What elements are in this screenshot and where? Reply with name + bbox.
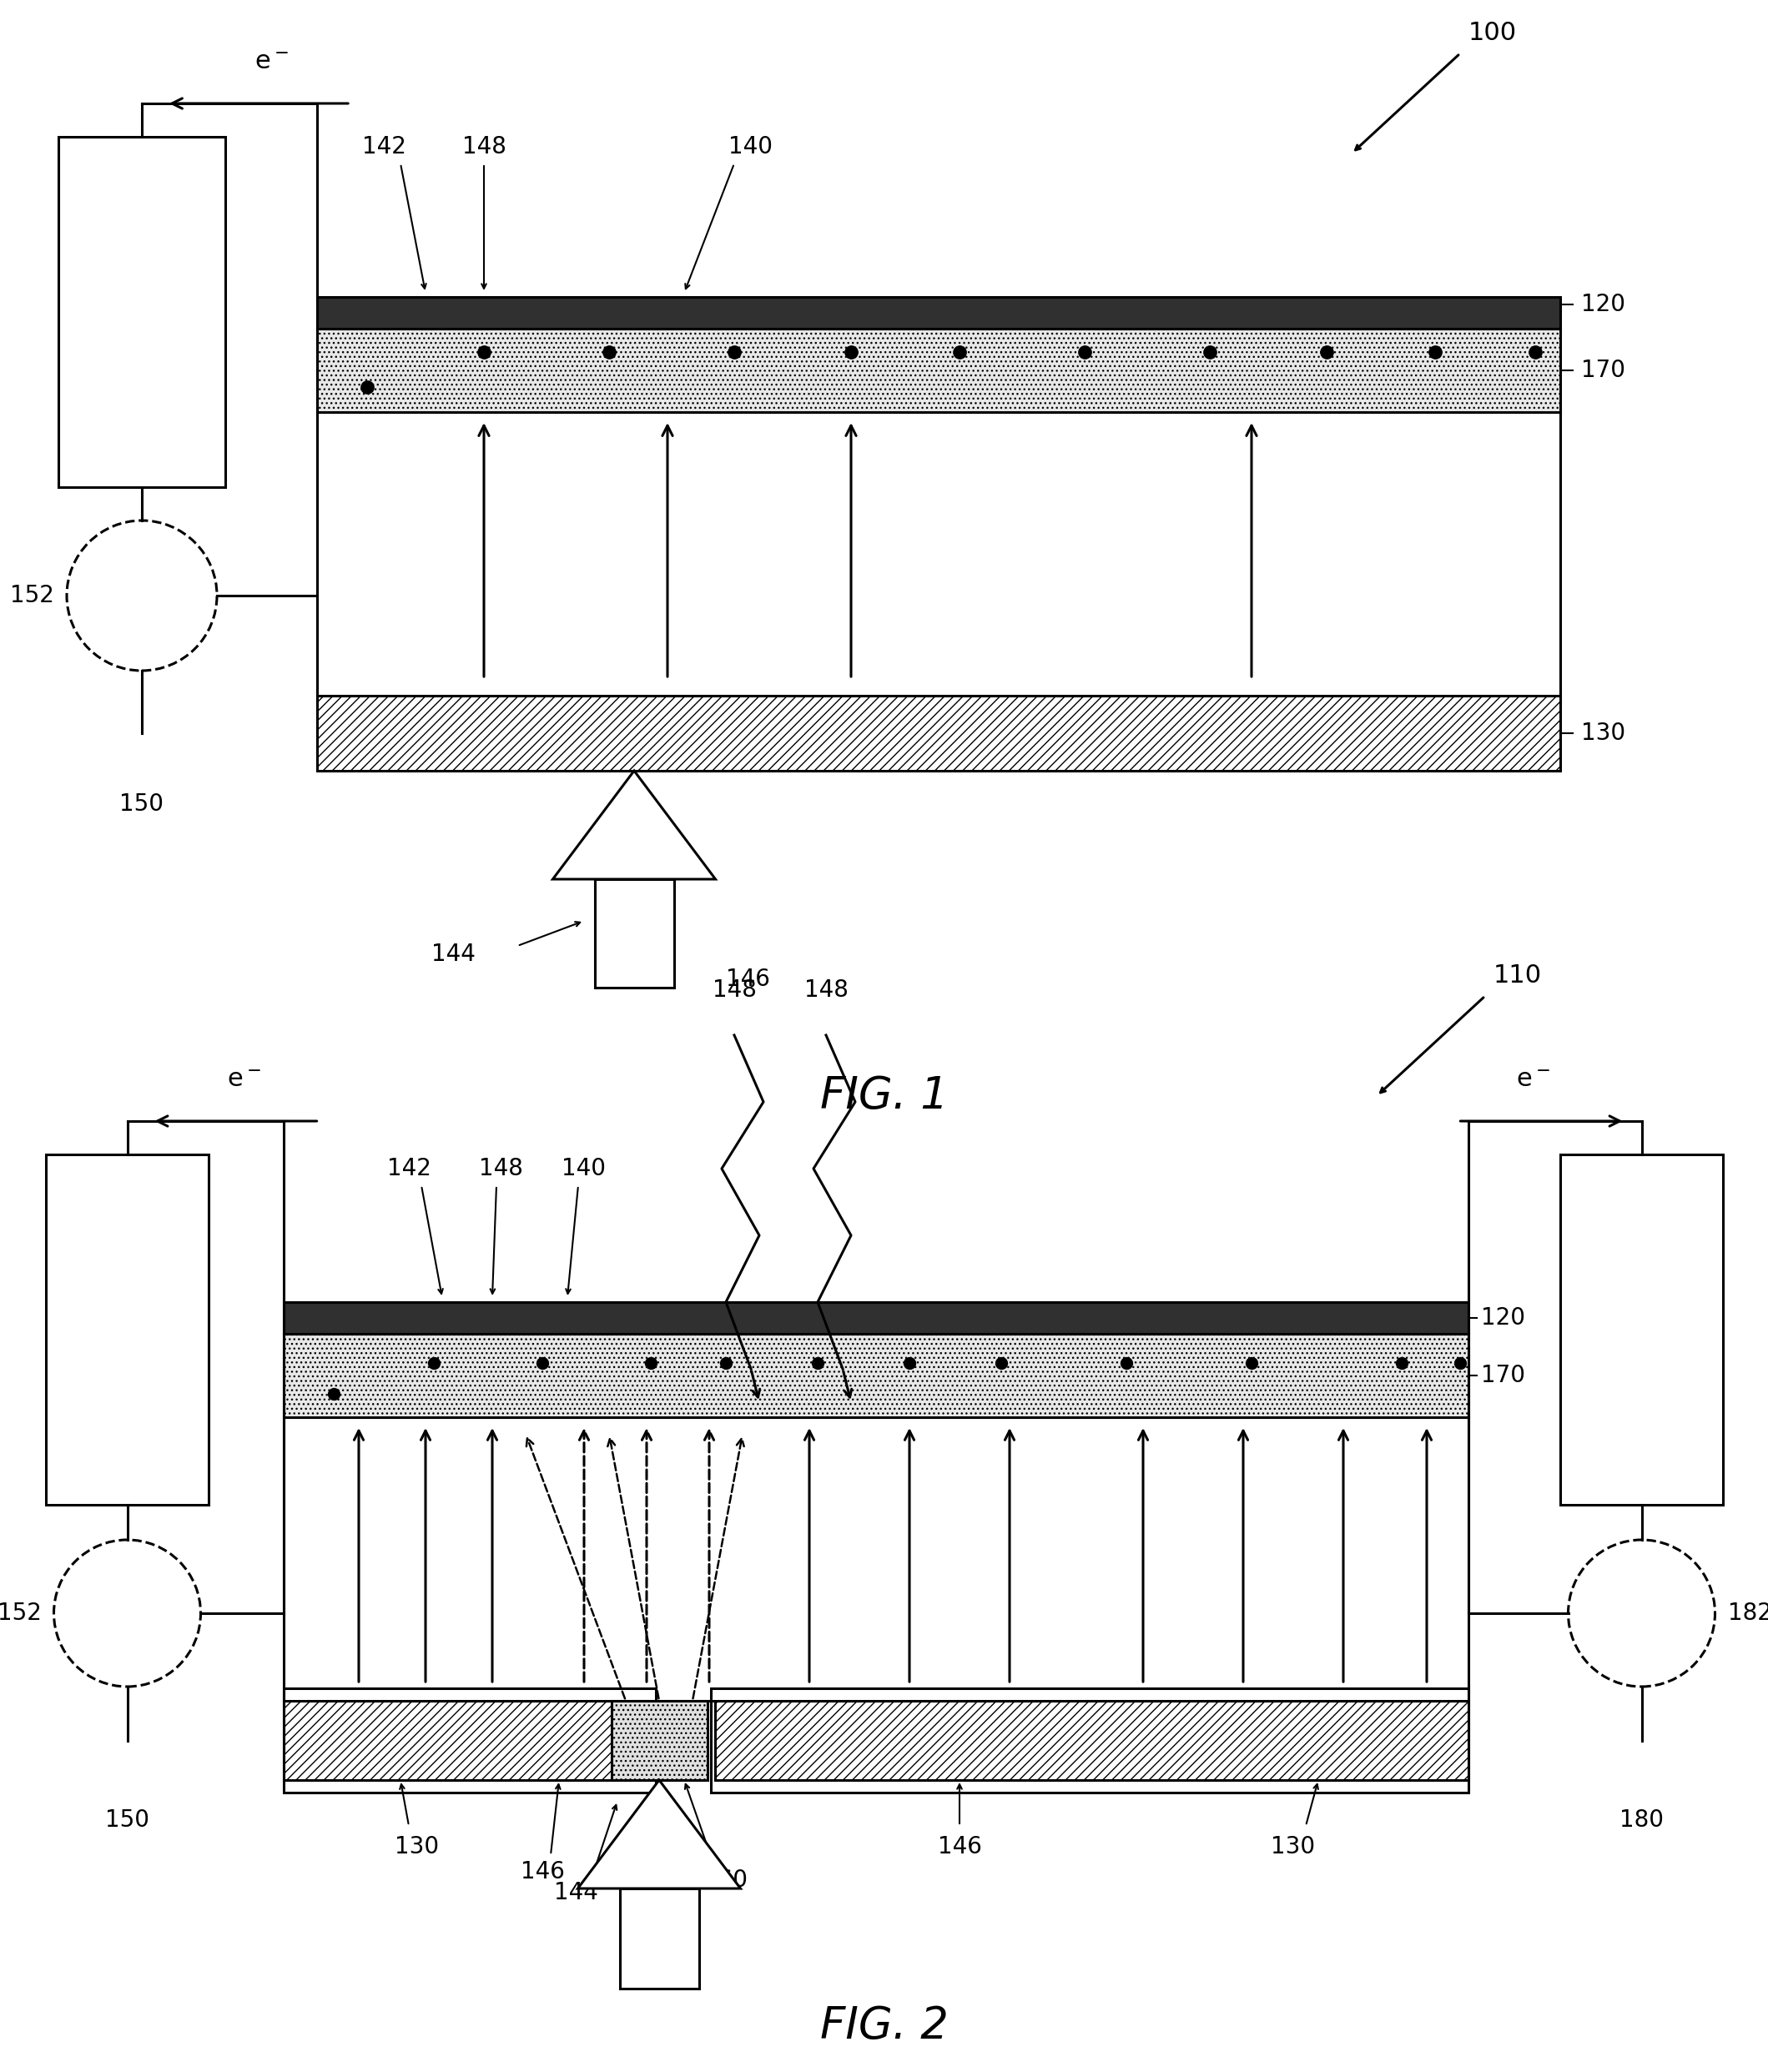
Text: 120: 120 bbox=[1482, 1305, 1526, 1330]
Text: 152: 152 bbox=[11, 584, 55, 607]
Text: e$^-$: e$^-$ bbox=[1517, 1067, 1551, 1092]
Text: 130: 130 bbox=[1581, 721, 1625, 746]
Bar bbox=[711, 1689, 1469, 1792]
Bar bbox=[283, 1301, 1469, 1334]
Text: 110: 110 bbox=[1494, 963, 1542, 988]
Text: 148: 148 bbox=[479, 1156, 523, 1181]
Text: 100: 100 bbox=[1469, 21, 1517, 46]
Bar bbox=[316, 412, 1559, 696]
Bar bbox=[46, 1154, 209, 1504]
Bar bbox=[1559, 1154, 1724, 1504]
Polygon shape bbox=[578, 1780, 741, 1888]
Text: 148: 148 bbox=[804, 978, 849, 1001]
Text: FIG. 2: FIG. 2 bbox=[820, 2004, 949, 2047]
Text: 146: 146 bbox=[520, 1861, 564, 1883]
Bar bbox=[714, 1701, 1469, 1780]
Text: 170: 170 bbox=[1581, 358, 1625, 381]
Bar bbox=[316, 296, 1559, 329]
Bar bbox=[58, 137, 225, 487]
Text: 144: 144 bbox=[553, 1881, 598, 1904]
Text: 142: 142 bbox=[362, 135, 407, 157]
Text: 142: 142 bbox=[387, 1156, 431, 1181]
Bar bbox=[283, 1689, 656, 1792]
Text: 170: 170 bbox=[1482, 1363, 1526, 1386]
Text: 130: 130 bbox=[1271, 1836, 1315, 1859]
Bar bbox=[619, 1888, 698, 1989]
Text: 150: 150 bbox=[104, 1809, 149, 1832]
Bar bbox=[594, 879, 674, 988]
Text: 160: 160 bbox=[704, 1869, 748, 1892]
Text: 146: 146 bbox=[937, 1836, 981, 1859]
Bar bbox=[316, 696, 1559, 771]
Text: 140: 140 bbox=[562, 1156, 606, 1181]
Text: 144: 144 bbox=[431, 943, 476, 966]
Text: e$^-$: e$^-$ bbox=[255, 50, 288, 75]
Bar bbox=[283, 1701, 652, 1780]
Polygon shape bbox=[553, 771, 716, 879]
Text: e$^-$: e$^-$ bbox=[226, 1067, 262, 1092]
Text: 182: 182 bbox=[1727, 1602, 1768, 1624]
Text: 180: 180 bbox=[1619, 1809, 1664, 1832]
Text: FIG. 1: FIG. 1 bbox=[820, 1075, 949, 1117]
Text: 146: 146 bbox=[727, 968, 771, 990]
Bar bbox=[612, 1701, 707, 1780]
Text: 150: 150 bbox=[120, 792, 164, 816]
Bar bbox=[316, 329, 1559, 412]
Text: 148: 148 bbox=[461, 135, 506, 157]
Text: 120: 120 bbox=[1581, 292, 1625, 317]
Text: 140: 140 bbox=[728, 135, 773, 157]
Text: 148: 148 bbox=[713, 978, 757, 1001]
Bar bbox=[283, 1417, 1469, 1701]
Text: 152: 152 bbox=[0, 1602, 41, 1624]
Text: 130: 130 bbox=[394, 1836, 438, 1859]
Bar bbox=[283, 1334, 1469, 1417]
